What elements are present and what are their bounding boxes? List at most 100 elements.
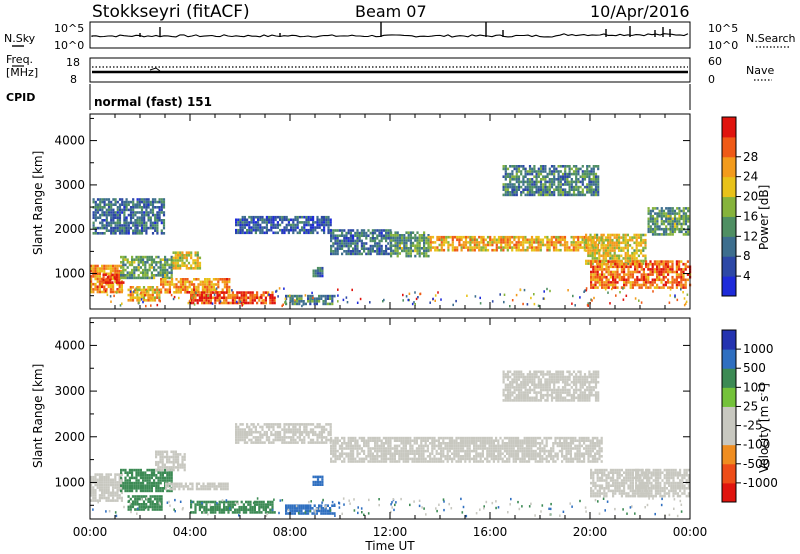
power-cell (122, 274, 125, 277)
power-cell (390, 252, 393, 255)
power-cell (371, 231, 374, 235)
power-cell (170, 258, 173, 261)
power-cell (298, 294, 301, 298)
power-cell (535, 248, 538, 252)
power-cell (638, 260, 641, 263)
power-cell (140, 296, 143, 299)
power-cell (228, 280, 231, 284)
power-cell (162, 200, 166, 204)
power-cell (245, 293, 248, 297)
power-cell (609, 249, 612, 252)
power-cell (552, 241, 556, 244)
power-cell (192, 291, 195, 294)
power-cell (151, 296, 154, 299)
power-cell (120, 266, 123, 269)
velocity-cell (248, 430, 251, 434)
power-cell (334, 247, 337, 250)
velocity-cell (107, 483, 110, 487)
power-cell (522, 238, 525, 242)
power-cell (555, 246, 558, 249)
power-cell (662, 233, 666, 236)
power-cell (160, 203, 163, 206)
power-cell (116, 288, 119, 291)
power-cell (206, 283, 209, 286)
velocity-cell (150, 484, 153, 487)
power-cell (129, 296, 132, 299)
velocity-cell (161, 463, 164, 467)
power-cell (601, 275, 604, 279)
power-cell (589, 249, 592, 252)
power-cell (462, 246, 465, 249)
velocity-cell (212, 508, 215, 512)
power-cell (166, 268, 169, 272)
power-colorbar-swatch-4 (722, 196, 736, 217)
power-cell (318, 221, 321, 224)
velocity-cell (268, 441, 271, 444)
power-speckle-cell (284, 300, 287, 303)
power-cell (671, 220, 674, 223)
velocity-cell (374, 460, 377, 463)
power-cell (654, 233, 657, 236)
power-cell (356, 239, 359, 243)
velocity-cell (369, 436, 372, 440)
power-cell (675, 268, 678, 271)
power-cell (96, 285, 99, 289)
velocity-cell (157, 453, 160, 456)
velocity-cell (116, 499, 119, 502)
power-cell (656, 278, 659, 282)
power-speckle-cell (284, 297, 287, 300)
power-cell (134, 226, 137, 230)
power-cell (294, 218, 297, 222)
power-speckle-cell (491, 300, 494, 303)
power-cell (380, 244, 383, 248)
power-cell (548, 170, 551, 173)
power-cell (241, 226, 244, 229)
power-cell (212, 285, 215, 289)
power-cell (195, 288, 198, 291)
velocity-cell (393, 460, 396, 463)
power-cell (656, 283, 659, 287)
power-cell (634, 270, 637, 274)
power-cell (122, 263, 125, 267)
velocity-cell (114, 494, 117, 497)
power-cell (217, 280, 220, 284)
power-cell (118, 203, 122, 206)
power-cell (92, 226, 95, 230)
power-cell (226, 278, 229, 281)
power-cell (618, 265, 621, 269)
velocity-cell (241, 436, 244, 439)
velocity-cell (402, 439, 405, 442)
power-cell (270, 223, 273, 227)
velocity-cell (171, 487, 174, 491)
power-cell (489, 238, 492, 242)
power-cell (103, 264, 106, 268)
power-cell (581, 170, 584, 173)
velocity-cell (177, 458, 180, 461)
velocity-cell (134, 500, 137, 503)
power-cell (594, 175, 598, 178)
velocity-cell (246, 436, 249, 439)
power-cell (673, 209, 677, 213)
power-cell (150, 274, 153, 277)
power-cell (185, 259, 188, 262)
velocity-cell (272, 425, 275, 429)
power-cell (309, 297, 312, 300)
power-cell (491, 243, 494, 247)
power-cell (243, 221, 246, 224)
power-cell (491, 241, 494, 244)
velocity-cell (120, 468, 123, 472)
power-cell (667, 260, 670, 263)
power-cell (327, 228, 330, 232)
power-cell (181, 256, 184, 260)
power-cell (248, 223, 251, 227)
power-cell (574, 241, 578, 244)
power-cell (132, 206, 135, 209)
power-cell (596, 244, 599, 247)
power-cell (620, 270, 623, 274)
power-cell (151, 293, 154, 297)
power-cell (511, 178, 514, 181)
power-cell (537, 191, 540, 194)
power-cell (601, 286, 604, 289)
power-cell (535, 191, 538, 194)
power-cell (656, 260, 659, 263)
